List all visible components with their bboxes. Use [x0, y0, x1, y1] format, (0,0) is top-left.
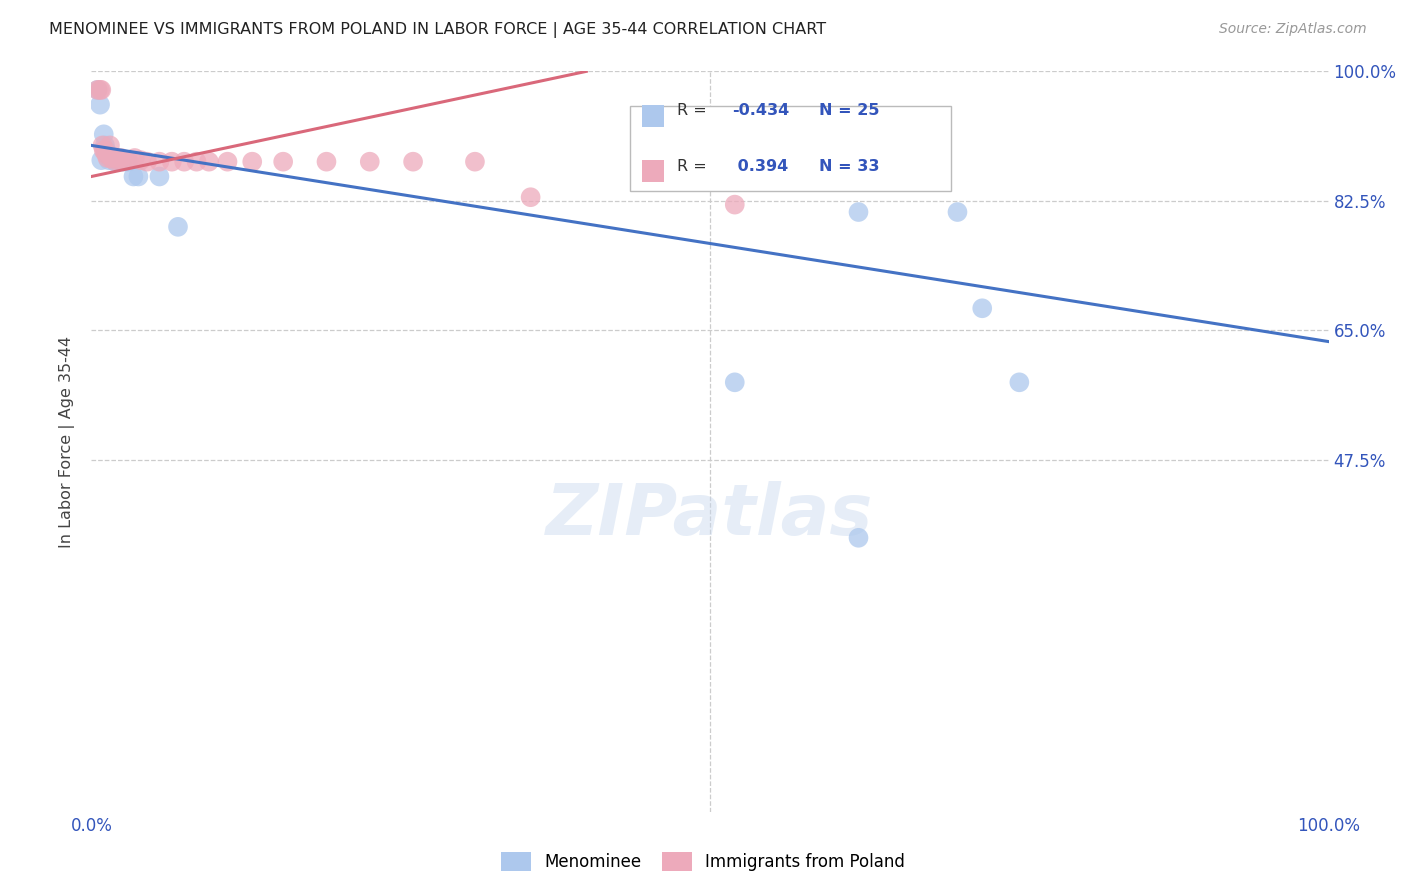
- Point: [127, 169, 149, 184]
- Point: [94, 144, 117, 158]
- Text: N = 33: N = 33: [818, 159, 879, 174]
- Point: [96, 151, 118, 165]
- FancyBboxPatch shape: [643, 161, 664, 183]
- Point: [148, 154, 170, 169]
- Point: [122, 169, 145, 184]
- Point: [124, 151, 146, 165]
- Text: ZIPatlas: ZIPatlas: [547, 481, 873, 550]
- Text: MENOMINEE VS IMMIGRANTS FROM POLAND IN LABOR FORCE | AGE 35-44 CORRELATION CHART: MENOMINEE VS IMMIGRANTS FROM POLAND IN L…: [49, 22, 827, 38]
- Point: [946, 205, 969, 219]
- Point: [315, 154, 337, 169]
- Text: R =: R =: [676, 159, 711, 174]
- Point: [217, 154, 239, 169]
- Point: [110, 151, 132, 165]
- Point: [105, 154, 128, 169]
- Point: [129, 153, 152, 168]
- Point: [724, 197, 747, 211]
- Point: [167, 219, 190, 234]
- Point: [89, 83, 111, 97]
- Point: [136, 154, 159, 169]
- Point: [160, 154, 183, 169]
- Legend: Menominee, Immigrants from Poland: Menominee, Immigrants from Poland: [494, 843, 912, 880]
- Point: [104, 154, 127, 169]
- Point: [402, 154, 425, 169]
- Point: [148, 169, 170, 184]
- FancyBboxPatch shape: [630, 106, 952, 191]
- Text: -0.434: -0.434: [733, 103, 790, 118]
- Point: [93, 144, 115, 158]
- Point: [464, 154, 486, 169]
- Point: [97, 153, 120, 168]
- Point: [105, 151, 128, 165]
- Point: [117, 154, 139, 169]
- Point: [90, 153, 112, 168]
- Point: [359, 154, 381, 169]
- Point: [93, 128, 115, 142]
- Y-axis label: In Labor Force | Age 35-44: In Labor Force | Age 35-44: [59, 335, 76, 548]
- Point: [972, 301, 994, 316]
- FancyBboxPatch shape: [643, 104, 664, 127]
- Point: [90, 83, 112, 97]
- Point: [240, 154, 263, 169]
- Text: Source: ZipAtlas.com: Source: ZipAtlas.com: [1219, 22, 1367, 37]
- Point: [112, 153, 135, 168]
- Point: [848, 205, 870, 219]
- Point: [96, 144, 118, 158]
- Point: [173, 154, 195, 169]
- Point: [101, 151, 124, 165]
- Point: [103, 153, 125, 168]
- Point: [198, 154, 221, 169]
- Point: [108, 153, 131, 168]
- Point: [724, 376, 747, 390]
- Point: [848, 531, 870, 545]
- Point: [107, 153, 129, 168]
- Text: N = 25: N = 25: [818, 103, 879, 118]
- Text: R =: R =: [676, 103, 711, 118]
- Point: [96, 147, 118, 161]
- Point: [86, 83, 108, 97]
- Point: [271, 154, 294, 169]
- Point: [98, 138, 121, 153]
- Point: [117, 153, 139, 168]
- Point: [89, 97, 111, 112]
- Point: [100, 151, 122, 165]
- Point: [96, 147, 118, 161]
- Point: [1008, 376, 1031, 390]
- Point: [186, 154, 208, 169]
- Text: 0.394: 0.394: [733, 159, 789, 174]
- Point: [86, 83, 108, 97]
- Point: [91, 138, 114, 153]
- Point: [519, 190, 541, 204]
- Point: [98, 151, 121, 165]
- Point: [94, 138, 117, 153]
- Point: [112, 154, 135, 169]
